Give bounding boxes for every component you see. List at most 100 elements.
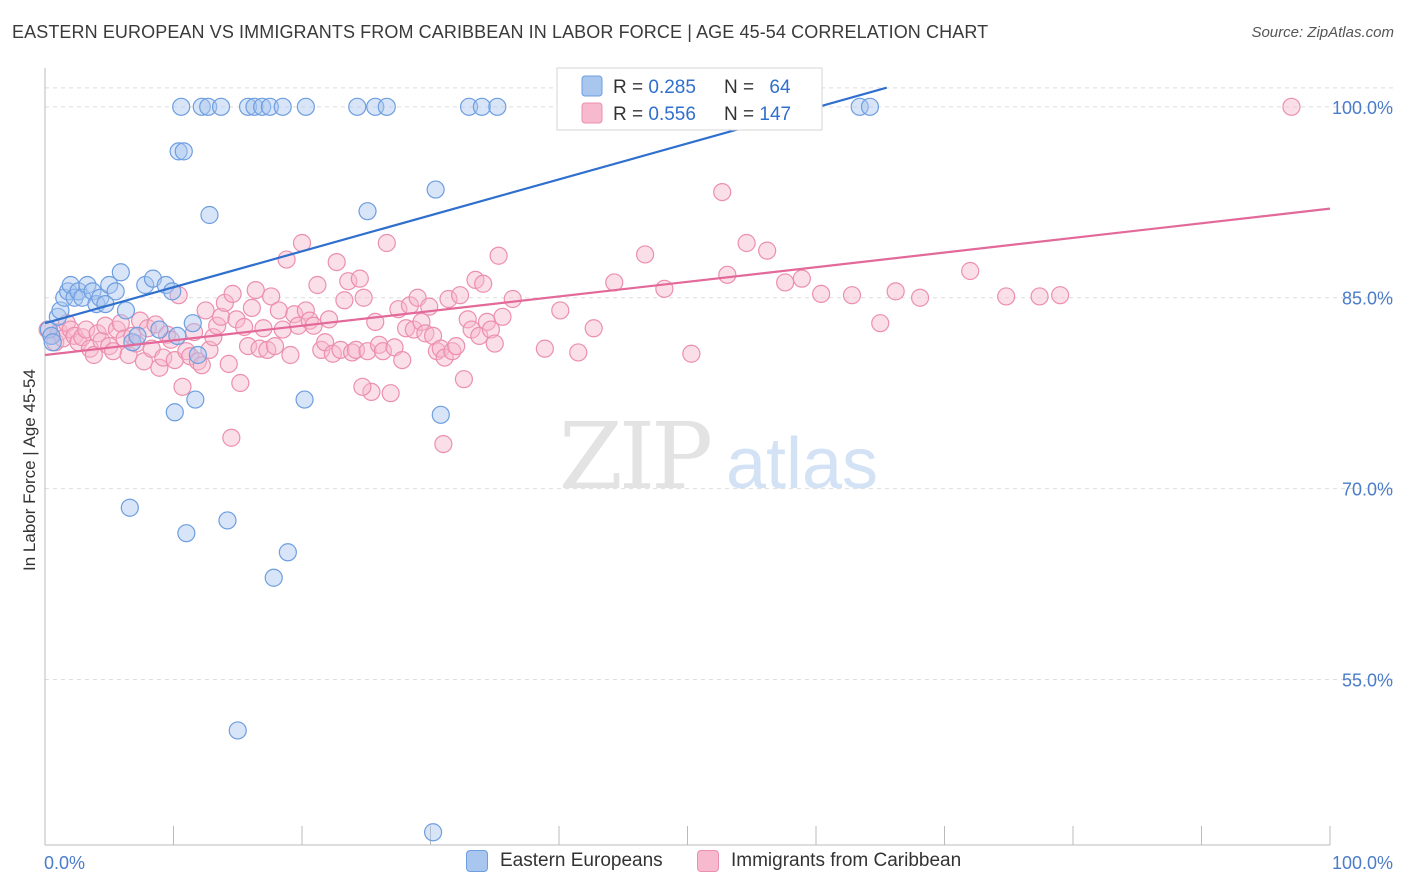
legend-swatch-pink <box>581 102 603 124</box>
n-value-blue: 64 <box>769 77 791 98</box>
point-eastern-european <box>423 823 443 842</box>
point-immigrant-from-caribbean <box>961 261 980 281</box>
point-immigrant-from-caribbean <box>238 336 258 356</box>
point-immigrant-from-caribbean <box>173 377 192 396</box>
point-immigrant-from-caribbean <box>493 307 512 326</box>
point-immigrant-from-caribbean <box>812 284 831 304</box>
y-tick-label: 70.0% <box>1342 480 1393 500</box>
trend-line-pink <box>44 207 1331 357</box>
legend-item-eastern-europeans[interactable]: Eastern Europeans <box>466 850 663 872</box>
point-immigrant-from-caribbean <box>1282 97 1301 116</box>
point-immigrant-from-caribbean <box>450 286 470 305</box>
point-eastern-european <box>488 97 507 116</box>
legend-swatch-blue <box>581 75 603 97</box>
point-eastern-european <box>228 721 247 740</box>
bottom-legend: Eastern Europeans Immigrants from Caribb… <box>0 850 1406 880</box>
axes <box>44 68 1331 846</box>
point-eastern-european <box>192 97 211 116</box>
point-immigrant-from-caribbean <box>254 319 273 338</box>
point-eastern-european <box>472 97 491 116</box>
legend-swatch-immigrants-from-caribbean <box>697 850 719 872</box>
point-eastern-european <box>850 97 869 116</box>
point-eastern-european <box>177 524 196 543</box>
point-immigrant-from-caribbean <box>296 301 315 320</box>
point-eastern-european <box>273 97 292 116</box>
point-immigrant-from-caribbean <box>396 319 416 338</box>
point-eastern-european <box>860 97 880 116</box>
point-eastern-european <box>106 282 125 301</box>
point-eastern-european <box>150 320 169 339</box>
point-immigrant-from-caribbean <box>886 282 905 301</box>
y-tick-label: 100.0% <box>1332 98 1393 118</box>
point-immigrant-from-caribbean <box>842 286 862 305</box>
point-immigrant-from-caribbean <box>412 312 431 332</box>
point-eastern-european <box>211 97 231 116</box>
point-immigrant-from-caribbean <box>223 284 242 304</box>
point-eastern-european <box>358 202 377 221</box>
point-eastern-european <box>172 97 191 116</box>
point-immigrant-from-caribbean <box>150 358 169 377</box>
point-immigrant-from-caribbean <box>354 288 373 307</box>
point-immigrant-from-caribbean <box>227 310 246 329</box>
point-immigrant-from-caribbean <box>569 343 588 362</box>
watermark: ZIP atlas <box>559 403 878 510</box>
svg-text:N = 147: N = 147 <box>724 104 791 125</box>
point-immigrant-from-caribbean <box>434 434 453 454</box>
point-immigrant-from-caribbean <box>377 233 396 253</box>
point-eastern-european <box>295 390 314 409</box>
point-eastern-european <box>43 333 62 352</box>
point-eastern-european <box>426 180 445 199</box>
point-immigrant-from-caribbean <box>713 182 732 202</box>
point-eastern-european <box>186 390 205 409</box>
point-immigrant-from-caribbean <box>335 291 354 310</box>
point-eastern-european <box>431 405 450 424</box>
r-value-blue: 0.285 <box>648 77 696 98</box>
point-immigrant-from-caribbean <box>242 298 261 318</box>
point-immigrant-from-caribbean <box>281 345 300 365</box>
point-immigrant-from-caribbean <box>584 319 603 338</box>
point-immigrant-from-caribbean <box>635 245 655 264</box>
point-immigrant-from-caribbean <box>737 233 756 253</box>
point-eastern-european <box>128 326 147 346</box>
point-immigrant-from-caribbean <box>339 272 358 291</box>
y-axis-label: In Labor Force | Age 45-54 <box>20 369 39 571</box>
point-immigrant-from-caribbean <box>222 428 241 447</box>
point-eastern-european <box>238 97 258 116</box>
point-immigrant-from-caribbean <box>208 316 227 335</box>
watermark-zip: ZIP <box>559 403 710 510</box>
point-immigrant-from-caribbean <box>503 289 522 309</box>
point-immigrant-from-caribbean <box>373 342 393 361</box>
point-eastern-european <box>111 263 130 282</box>
legend-item-immigrants-from-caribbean[interactable]: Immigrants from Caribbean <box>697 850 961 872</box>
point-immigrant-from-caribbean <box>718 265 737 284</box>
point-eastern-european <box>174 142 193 161</box>
point-immigrant-from-caribbean <box>77 320 96 339</box>
point-immigrant-from-caribbean <box>231 373 250 393</box>
point-immigrant-from-caribbean <box>481 320 500 339</box>
point-immigrant-from-caribbean <box>265 336 285 356</box>
chart-title: EASTERN EUROPEAN VS IMMIGRANTS FROM CARI… <box>12 22 989 42</box>
point-immigrant-from-caribbean <box>447 336 466 356</box>
point-immigrant-from-caribbean <box>551 301 570 320</box>
legend-label-eastern-europeans: Eastern Europeans <box>500 850 663 871</box>
point-eastern-european <box>348 97 367 116</box>
point-immigrant-from-caribbean <box>262 287 281 306</box>
point-immigrant-from-caribbean <box>431 339 450 358</box>
point-immigrant-from-caribbean <box>535 339 554 358</box>
point-immigrant-from-caribbean <box>250 339 269 358</box>
point-immigrant-from-caribbean <box>489 246 508 265</box>
point-immigrant-from-caribbean <box>470 326 489 346</box>
point-eastern-european <box>199 97 218 116</box>
n-value-pink: 147 <box>759 104 791 125</box>
point-immigrant-from-caribbean <box>192 356 211 375</box>
point-immigrant-from-caribbean <box>285 305 304 324</box>
y-tick-label: 85.0% <box>1342 289 1393 309</box>
point-immigrant-from-caribbean <box>196 301 215 320</box>
point-immigrant-from-caribbean <box>458 310 477 329</box>
svg-text:N = 64: N = 64 <box>724 77 791 98</box>
point-immigrant-from-caribbean <box>130 311 150 330</box>
point-eastern-european <box>169 142 188 161</box>
series-immigrants-from-caribbean <box>38 97 1301 454</box>
point-immigrant-from-caribbean <box>474 274 493 293</box>
